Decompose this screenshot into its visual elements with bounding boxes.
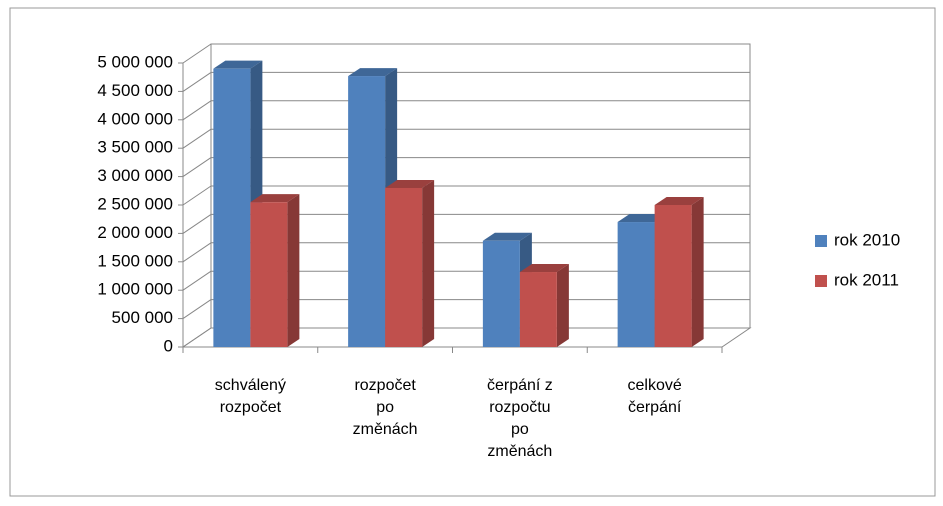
grid-line-side: [182, 299, 212, 320]
y-tick-label: 2 500 000: [97, 194, 173, 213]
bar-front: [213, 68, 251, 348]
bar-side: [691, 197, 704, 347]
bar-front: [348, 76, 386, 348]
bar: [348, 68, 398, 348]
bar: [654, 197, 704, 347]
bar-side: [287, 194, 300, 347]
grid-line-side: [182, 327, 212, 348]
bar-front: [482, 240, 520, 347]
y-tick-label: 5 000 000: [97, 52, 173, 71]
bar-front: [617, 222, 655, 347]
bar-front: [250, 202, 288, 347]
y-tick-label: 500 000: [112, 308, 173, 327]
bar-top: [654, 197, 704, 205]
bar-side: [422, 179, 435, 347]
grid-line-side: [182, 270, 212, 291]
grid-line-side: [182, 213, 212, 234]
grid-line-side: [182, 242, 212, 263]
chart-frame: [9, 7, 936, 497]
y-tick-label: 0: [164, 336, 173, 355]
bar-front: [654, 205, 692, 347]
bar-top: [519, 264, 569, 273]
y-tick-label: 3 000 000: [97, 166, 173, 185]
bar-top: [348, 68, 398, 77]
grid-line-side: [182, 71, 212, 92]
bar-top: [617, 214, 667, 223]
grid-line-side: [182, 128, 212, 149]
x-tick-label: celkové čerpání: [627, 377, 682, 416]
y-tick-label: 2 000 000: [97, 223, 173, 242]
grid-line-side: [182, 185, 212, 206]
bar-front: [519, 272, 557, 347]
grid-line-side: [182, 43, 212, 64]
bar-top: [482, 232, 532, 241]
x-tick-label: schválený rozpočet: [214, 377, 286, 416]
grid-line-side: [182, 100, 212, 121]
y-tick-label: 1 500 000: [97, 251, 173, 270]
legend-label: rok 2010: [834, 230, 900, 249]
bar-top: [213, 60, 263, 69]
x-tick-label: rozpočet po změnách: [352, 377, 418, 438]
y-tick-label: 4 500 000: [97, 81, 173, 100]
bar: [250, 194, 300, 347]
bar: [519, 264, 569, 347]
legend-swatch: [815, 235, 827, 247]
bar-front: [385, 187, 423, 347]
grid-line-side: [182, 157, 212, 178]
bar-top: [385, 179, 435, 188]
bar: [385, 179, 435, 347]
y-tick-label: 3 500 000: [97, 138, 173, 157]
bar-side: [556, 264, 569, 347]
legend-label: rok 2011: [834, 270, 899, 289]
y-tick-label: 4 000 000: [97, 109, 173, 128]
x-tick-label: čerpání z rozpočtu po změnách: [486, 377, 553, 460]
bar-top: [250, 194, 300, 203]
y-tick-label: 1 000 000: [97, 280, 173, 299]
legend-swatch: [815, 275, 827, 287]
